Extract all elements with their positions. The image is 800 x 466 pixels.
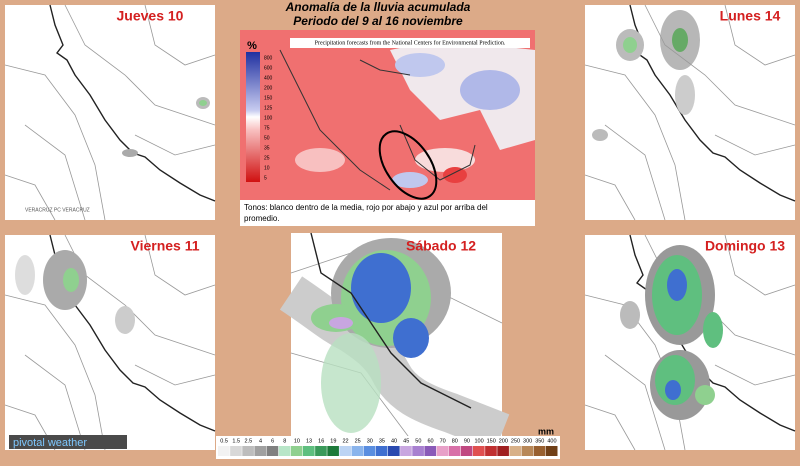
legend-label: 60 (427, 438, 433, 444)
scale-label: 600 (264, 65, 273, 71)
legend-swatch (242, 446, 254, 456)
scale-label: 35 (264, 145, 270, 151)
legend-swatch (533, 446, 546, 456)
legend-swatch (473, 446, 485, 456)
subtitle: Periodo del 9 al 16 noviembre (293, 14, 463, 28)
legend-label: 19 (330, 438, 336, 444)
legend-swatch (266, 446, 279, 456)
legend-swatch (351, 446, 364, 456)
legend-label: 250 (511, 438, 520, 444)
anomaly-unit: % (247, 40, 257, 52)
legend-label: 50 (415, 438, 421, 444)
scale-label: 400 (264, 75, 273, 81)
legend-label: 35 (379, 438, 385, 444)
legend-label: 4 (259, 438, 262, 444)
day-label: Viernes 11 (130, 238, 199, 254)
legend-swatch (509, 446, 522, 456)
title: Anomalía de la lluvia acumulada (285, 0, 471, 14)
caption-line: promedio. (244, 214, 280, 223)
legend-label: 150 (487, 438, 496, 444)
legend-swatch (388, 446, 400, 456)
legend-swatch (327, 446, 339, 456)
caption: Tonos: blanco dentro de la media, rojo p… (244, 203, 488, 223)
scale-label: 75 (264, 125, 270, 131)
precip-legend: mm 0.5 1.5 2.5 4 6 8 10 13 16 19 22 25 30 35 40 45 50 60 7… (216, 426, 560, 459)
scale-label: 100 (264, 115, 273, 121)
legend-swatch (290, 446, 303, 456)
legend-label: 0.5 (220, 438, 228, 444)
scale-label: 150 (264, 95, 273, 101)
legend-swatch (278, 446, 291, 456)
day-label: Lunes 14 (720, 8, 781, 24)
legend-label: 400 (547, 438, 556, 444)
legend-swatch (363, 446, 376, 456)
scale-label: 25 (264, 155, 270, 161)
legend-label: 200 (499, 438, 508, 444)
legend-swatch (339, 446, 352, 456)
map-panel: Lunes 14 (584, 4, 796, 221)
source-note: Precipitation forecasts from the Nationa… (315, 39, 506, 46)
legend-swatch (485, 446, 497, 456)
legend-label: 6 (271, 438, 274, 444)
scale-label: 5 (264, 175, 267, 181)
day-label: Jueves 10 (117, 8, 184, 24)
legend-label: 22 (342, 438, 348, 444)
legend-swatch (315, 446, 327, 456)
legend-swatch (303, 446, 315, 456)
legend-swatch (448, 446, 461, 456)
legend-swatch (230, 446, 242, 456)
legend-label: 10 (294, 438, 300, 444)
legend-label: 70 (440, 438, 446, 444)
legend-swatch (218, 446, 230, 456)
legend-unit: mm (538, 426, 554, 436)
legend-label: 25 (355, 438, 361, 444)
legend-swatch (400, 446, 412, 456)
watermark: pivotal weather (13, 437, 87, 449)
legend-label: 1.5 (232, 438, 240, 444)
legend-swatch (424, 446, 437, 456)
anomaly-map: % 800 600 400 200 150 125 100 75 50 35 25 10 5 Preci… (240, 30, 535, 226)
legend-label: 8 (283, 438, 286, 444)
legend-label: 2.5 (245, 438, 253, 444)
legend-label: 100 (474, 438, 483, 444)
legend-label: 45 (403, 438, 409, 444)
legend-label: 30 (367, 438, 373, 444)
legend-label: 80 (452, 438, 458, 444)
legend-label: 90 (464, 438, 470, 444)
legend-label: 350 (535, 438, 544, 444)
scale-label: 10 (264, 165, 270, 171)
legend-swatch (375, 446, 388, 456)
scale-label: 800 (264, 55, 273, 61)
day-label: Domingo 13 (705, 238, 785, 254)
scale-label: 200 (264, 85, 273, 91)
legend-label: 13 (306, 438, 312, 444)
day-label: Sábado 12 (406, 238, 476, 254)
legend-label: 300 (523, 438, 532, 444)
legend-swatch (497, 446, 509, 456)
legend-label: 40 (391, 438, 397, 444)
legend-swatch (545, 446, 558, 456)
legend-swatch (460, 446, 473, 456)
map-panel: Viernes 11 pivotal weather (4, 234, 216, 451)
scale-label: 50 (264, 135, 270, 141)
map-panel: Domingo 13 (584, 234, 796, 451)
legend-swatch (436, 446, 449, 456)
logo-text: VERACRUZ PC VERACRUZ (25, 207, 90, 213)
legend-label: 16 (318, 438, 324, 444)
map-panel: Sábado 12 (279, 232, 510, 452)
scale-label: 125 (264, 105, 273, 111)
legend-swatch (254, 446, 267, 456)
map-panel: Jueves 10 VERACRUZ PC VERACRUZ (4, 4, 216, 221)
legend-swatch (412, 446, 424, 456)
legend-swatch (521, 446, 534, 456)
